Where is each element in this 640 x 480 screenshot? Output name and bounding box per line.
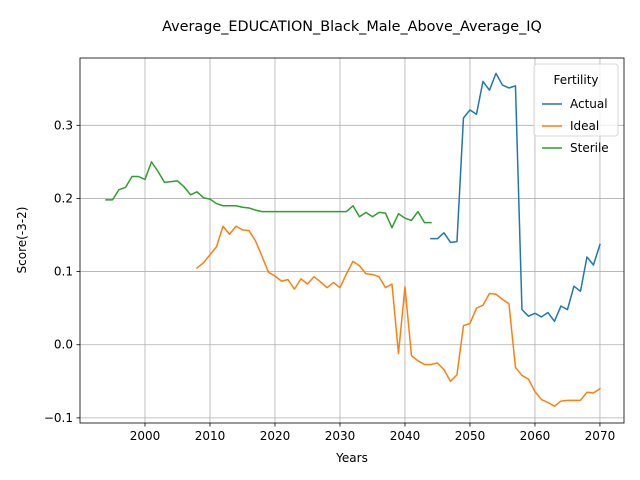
x-tick-label: 2040 — [390, 429, 421, 443]
chart-title: Average_EDUCATION_Black_Male_Above_Avera… — [162, 19, 542, 35]
y-axis-label: Score(-3-2) — [15, 207, 29, 274]
series-lines — [105, 72, 601, 407]
plot-frame — [79, 57, 625, 424]
legend-label-ideal: Ideal — [570, 119, 599, 133]
series-line-ideal — [195, 225, 601, 407]
x-tick-label: 2000 — [130, 429, 161, 443]
y-tick-label: −0.1 — [44, 411, 73, 425]
legend-label-sterile: Sterile — [570, 141, 609, 155]
legend-label-actual: Actual — [570, 97, 608, 111]
legend: Fertility Actual Ideal Sterile — [533, 63, 619, 155]
y-tick-label: 0.3 — [54, 118, 73, 132]
x-axis-label: Years — [335, 451, 368, 465]
series-line-actual — [430, 72, 601, 323]
x-tick-label: 2010 — [195, 429, 226, 443]
y-tick-label: 0.1 — [54, 265, 73, 279]
legend-title: Fertility — [553, 73, 598, 87]
legend-box — [533, 63, 619, 137]
x-tick-label: 2030 — [325, 429, 356, 443]
legend-items: Actual Ideal Sterile — [542, 97, 609, 155]
y-tick-label: 0.0 — [54, 338, 73, 352]
x-tick-label: 2060 — [520, 429, 551, 443]
x-tick-label: 2050 — [455, 429, 486, 443]
axis-ticks: 2000 2010 2020 2030 2040 2050 2060 2070 −0.1 0.0 0… — [44, 118, 615, 443]
series-line-sterile — [105, 161, 432, 229]
x-tick-label: 2070 — [585, 429, 616, 443]
y-tick-label: 0.2 — [54, 191, 73, 205]
x-tick-label: 2020 — [260, 429, 291, 443]
